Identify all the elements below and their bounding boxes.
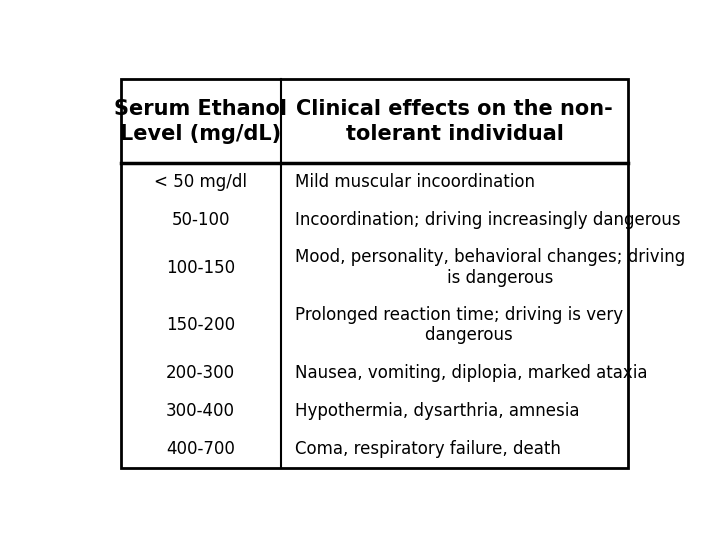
- Text: Clinical effects on the non-
tolerant individual: Clinical effects on the non- tolerant in…: [296, 99, 613, 144]
- Text: 100-150: 100-150: [166, 259, 235, 277]
- Text: Serum Ethanol
Level (mg/dL): Serum Ethanol Level (mg/dL): [114, 99, 287, 144]
- Text: Incoordination; driving increasingly dangerous: Incoordination; driving increasingly dan…: [294, 211, 680, 229]
- Text: Prolonged reaction time; driving is very
    dangerous: Prolonged reaction time; driving is very…: [294, 306, 623, 345]
- Text: 200-300: 200-300: [166, 364, 235, 382]
- Text: Mild muscular incoordination: Mild muscular incoordination: [294, 173, 534, 191]
- Text: Hypothermia, dysarthria, amnesia: Hypothermia, dysarthria, amnesia: [294, 402, 579, 420]
- Text: 400-700: 400-700: [166, 440, 235, 458]
- Text: 300-400: 300-400: [166, 402, 235, 420]
- Text: Mood, personality, behavioral changes; driving
    is dangerous: Mood, personality, behavioral changes; d…: [294, 248, 685, 287]
- Text: 150-200: 150-200: [166, 316, 235, 334]
- Text: Coma, respiratory failure, death: Coma, respiratory failure, death: [294, 440, 560, 458]
- Text: < 50 mg/dl: < 50 mg/dl: [154, 173, 247, 191]
- Text: Nausea, vomiting, diplopia, marked ataxia: Nausea, vomiting, diplopia, marked ataxi…: [294, 364, 647, 382]
- Text: 50-100: 50-100: [171, 211, 230, 229]
